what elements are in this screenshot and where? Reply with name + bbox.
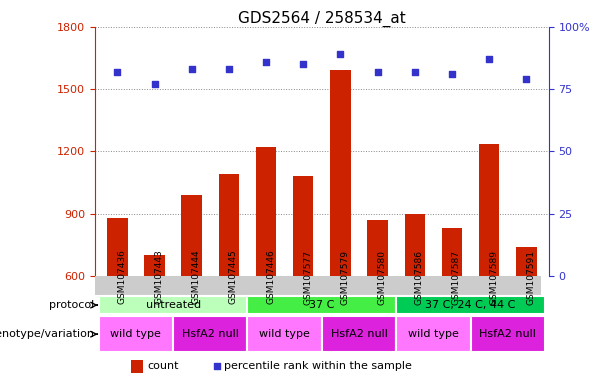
Point bbox=[112, 69, 122, 75]
Bar bbox=[144, 255, 165, 276]
Title: GDS2564 / 258534_at: GDS2564 / 258534_at bbox=[238, 11, 406, 27]
Text: GSM107577: GSM107577 bbox=[303, 250, 312, 305]
Bar bbox=[248, 296, 396, 314]
Bar bbox=[396, 296, 545, 314]
Text: GSM107586: GSM107586 bbox=[415, 250, 424, 305]
Bar bbox=[107, 218, 128, 276]
Text: HsfA2 null: HsfA2 null bbox=[182, 329, 238, 339]
Text: GSM107580: GSM107580 bbox=[378, 250, 387, 305]
Bar bbox=[99, 316, 173, 353]
Point bbox=[335, 51, 345, 57]
Text: GSM107591: GSM107591 bbox=[527, 250, 535, 305]
Text: HsfA2 null: HsfA2 null bbox=[330, 329, 387, 339]
Point bbox=[447, 71, 457, 77]
Text: GSM107446: GSM107446 bbox=[266, 250, 275, 305]
Text: genotype/variation: genotype/variation bbox=[0, 329, 94, 339]
Text: 37 C: 37 C bbox=[309, 300, 335, 310]
Bar bbox=[479, 144, 500, 276]
Text: protocol: protocol bbox=[49, 300, 94, 310]
Bar bbox=[248, 316, 322, 353]
Text: untreated: untreated bbox=[145, 300, 200, 310]
Text: count: count bbox=[147, 361, 178, 371]
Bar bbox=[99, 296, 248, 314]
Bar bbox=[131, 360, 143, 373]
Bar bbox=[442, 228, 462, 276]
Bar bbox=[516, 247, 536, 276]
Bar bbox=[322, 316, 396, 353]
Point bbox=[150, 81, 159, 87]
Text: GSM107436: GSM107436 bbox=[117, 250, 126, 305]
Text: GSM107445: GSM107445 bbox=[229, 250, 238, 305]
Point bbox=[261, 59, 271, 65]
Bar bbox=[396, 316, 471, 353]
Text: wild type: wild type bbox=[110, 329, 161, 339]
Bar bbox=[367, 220, 388, 276]
Bar bbox=[95, 276, 541, 295]
Text: GSM107443: GSM107443 bbox=[154, 250, 164, 305]
Bar bbox=[219, 174, 239, 276]
Bar bbox=[173, 316, 248, 353]
Bar bbox=[471, 316, 545, 353]
Bar bbox=[330, 71, 351, 276]
Point bbox=[213, 362, 223, 369]
Point bbox=[410, 69, 420, 75]
Point bbox=[522, 76, 531, 82]
Bar bbox=[293, 176, 313, 276]
Point bbox=[299, 61, 308, 67]
Bar bbox=[256, 147, 276, 276]
Point bbox=[373, 69, 383, 75]
Point bbox=[187, 66, 197, 72]
Bar bbox=[405, 214, 425, 276]
Bar bbox=[181, 195, 202, 276]
Text: GSM107444: GSM107444 bbox=[192, 250, 200, 304]
Text: 37 C, 24 C, 44 C: 37 C, 24 C, 44 C bbox=[425, 300, 516, 310]
Point bbox=[484, 56, 494, 62]
Text: wild type: wild type bbox=[259, 329, 310, 339]
Text: HsfA2 null: HsfA2 null bbox=[479, 329, 536, 339]
Text: wild type: wild type bbox=[408, 329, 459, 339]
Text: GSM107589: GSM107589 bbox=[489, 250, 498, 305]
Text: percentile rank within the sample: percentile rank within the sample bbox=[224, 361, 412, 371]
Text: GSM107579: GSM107579 bbox=[340, 250, 349, 305]
Text: GSM107587: GSM107587 bbox=[452, 250, 461, 305]
Point bbox=[224, 66, 234, 72]
